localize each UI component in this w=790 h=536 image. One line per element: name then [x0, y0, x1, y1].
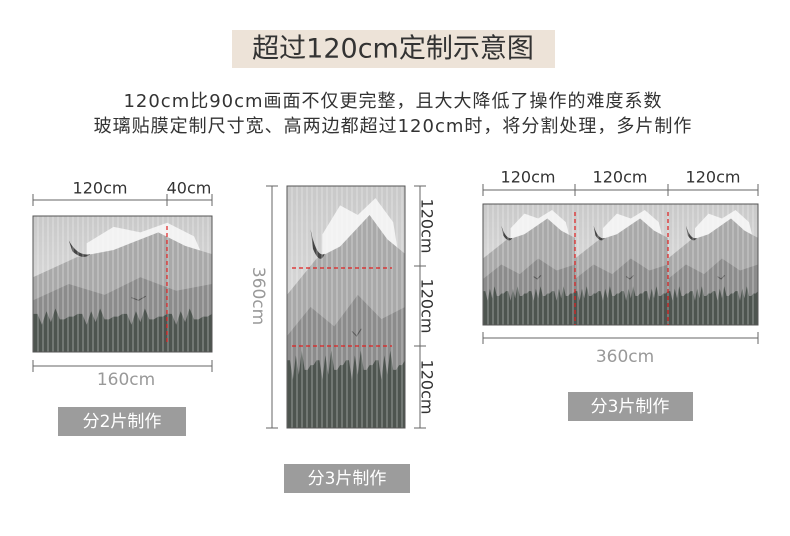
dimension-label: 360cm [248, 267, 268, 325]
dimension-label: 120cm [418, 199, 437, 254]
forest [575, 286, 668, 325]
frame [32, 215, 213, 353]
forest [287, 350, 405, 428]
bird [717, 275, 726, 280]
title-bg [232, 30, 555, 68]
dimension-label: 40cm [167, 179, 212, 198]
intro-line: 玻璃贴膜定制尺寸宽、高两边都超过120cm时，将分割处理，多片制作 [94, 116, 693, 137]
dimension-label: 120cm [501, 168, 556, 187]
frame [286, 185, 406, 429]
dimension-label: 120cm [418, 360, 437, 415]
badge-text: 分2片制作 [83, 412, 162, 432]
forest [668, 286, 758, 325]
dimension-label: 160cm [97, 370, 155, 390]
bird [533, 275, 542, 280]
scene [483, 204, 758, 325]
intro-line: 120cm比90cm画面不仅更完整，且大大降低了操作的难度系数 [123, 91, 662, 112]
bird [686, 225, 697, 241]
badge [568, 392, 693, 421]
illustrations [32, 185, 759, 429]
bird [310, 229, 325, 259]
dimension-label: 120cm [73, 179, 128, 198]
badge [58, 407, 186, 436]
bird [131, 295, 147, 301]
title: 超过120cm定制示意图 [252, 34, 534, 65]
bird [351, 328, 362, 337]
dimension-label: 120cm [686, 168, 741, 187]
frame [482, 203, 759, 326]
dimension-label: 120cm [593, 168, 648, 187]
bird [625, 275, 634, 280]
scene [287, 186, 405, 428]
scene [33, 216, 212, 352]
dimension-label: 360cm [596, 347, 654, 367]
badge [284, 464, 410, 493]
bird [593, 225, 605, 241]
bird [68, 240, 91, 257]
badge-text: 分3片制作 [591, 397, 670, 417]
bird [501, 225, 513, 241]
badge-text: 分3片制作 [308, 469, 387, 489]
forest [483, 286, 575, 325]
dimension-label: 120cm [418, 279, 437, 334]
